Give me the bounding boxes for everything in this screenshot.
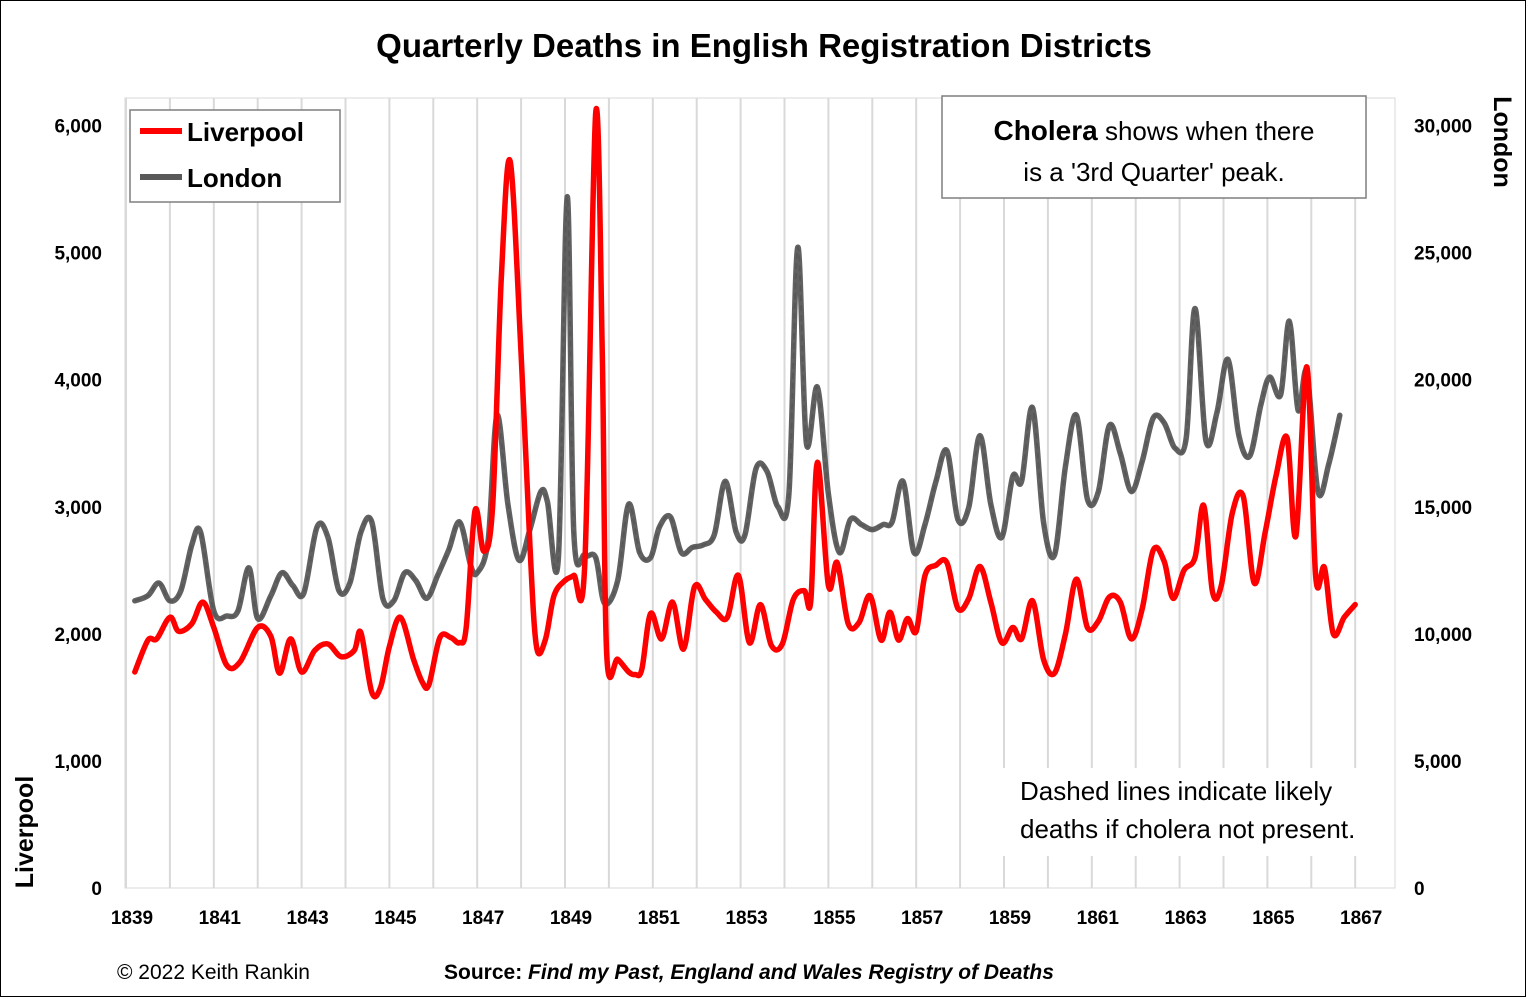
x-tick-label: 1843 bbox=[286, 908, 328, 929]
cholera-keyword: Cholera bbox=[993, 115, 1098, 146]
y-right-axis-title: London bbox=[1488, 96, 1516, 188]
legend-label-liverpool: Liverpool bbox=[187, 117, 304, 147]
source-line: Source: Find my Past, England and Wales … bbox=[444, 961, 1054, 984]
y-right-tick-label: 25,000 bbox=[1414, 244, 1472, 265]
y-left-axis-title: Liverpool bbox=[11, 776, 39, 889]
dashed-note-line-2: deaths if cholera not present. bbox=[1020, 814, 1355, 844]
series-london-line bbox=[132, 193, 1343, 622]
source-text: Find my Past, England and Wales Registry… bbox=[528, 961, 1054, 984]
x-tick-label: 1859 bbox=[989, 908, 1031, 929]
dashed-note: Dashed lines indicate likely deaths if c… bbox=[1002, 768, 1390, 856]
cholera-note-rest: shows when there bbox=[1098, 116, 1315, 146]
y-left-tick-label: 2,000 bbox=[54, 625, 102, 646]
x-tick-label: 1853 bbox=[725, 908, 767, 929]
series-lines bbox=[132, 106, 1358, 700]
y-right-tick-label: 0 bbox=[1414, 879, 1425, 900]
source-label: Source: bbox=[444, 961, 522, 984]
x-tick-label: 1857 bbox=[901, 908, 943, 929]
dashed-note-box bbox=[1002, 768, 1390, 856]
x-tick-label: 1841 bbox=[199, 908, 242, 929]
y-right-tick-label: 30,000 bbox=[1414, 117, 1472, 138]
x-tick-label: 1861 bbox=[1077, 908, 1120, 929]
legend: Liverpool London bbox=[129, 109, 341, 203]
y-left-tick-label: 4,000 bbox=[54, 371, 102, 392]
x-tick-label: 1863 bbox=[1164, 908, 1206, 929]
y-right-tick-label: 20,000 bbox=[1414, 371, 1472, 392]
y-left-tick-label: 6,000 bbox=[54, 117, 102, 138]
x-tick-label: 1849 bbox=[550, 908, 592, 929]
dashed-note-line-1: Dashed lines indicate likely bbox=[1020, 776, 1332, 806]
cholera-note-box bbox=[941, 95, 1367, 199]
series-liverpool-line bbox=[132, 106, 1358, 700]
y-left-tick-label: 1,000 bbox=[54, 752, 102, 773]
x-tick-label: 1851 bbox=[638, 908, 681, 929]
y-left-tick-label: 0 bbox=[91, 879, 102, 900]
y-left-tick-label: 5,000 bbox=[54, 244, 102, 265]
cholera-note-line-1: Cholera shows when there bbox=[993, 115, 1314, 146]
cholera-note: Cholera shows when there is a '3rd Quart… bbox=[941, 95, 1367, 199]
axes: 1839 1841 1843 1845 1847 1849 1851 1853 1855 1857… bbox=[54, 117, 1472, 930]
legend-box bbox=[129, 109, 341, 203]
legend-label-london: London bbox=[187, 163, 282, 193]
y-right-tick-label: 10,000 bbox=[1414, 625, 1472, 646]
x-tick-label: 1867 bbox=[1340, 908, 1382, 929]
x-tick-label: 1847 bbox=[462, 908, 504, 929]
y-right-tick-label: 15,000 bbox=[1414, 498, 1472, 519]
x-tick-label: 1865 bbox=[1252, 908, 1295, 929]
y-right-tick-label: 5,000 bbox=[1414, 752, 1462, 773]
x-tick-label: 1845 bbox=[374, 908, 417, 929]
copyright-text: © 2022 Keith Rankin bbox=[117, 961, 310, 984]
gridlines bbox=[125, 98, 1357, 888]
x-tick-label: 1855 bbox=[813, 908, 856, 929]
y-left-tick-label: 3,000 bbox=[54, 498, 102, 519]
footer: © 2022 Keith Rankin Source: Find my Past… bbox=[117, 961, 1054, 984]
chart-title: Quarterly Deaths in English Registration… bbox=[376, 27, 1152, 64]
x-tick-label: 1839 bbox=[111, 908, 153, 929]
cholera-note-line-2: is a '3rd Quarter' peak. bbox=[1023, 157, 1284, 187]
